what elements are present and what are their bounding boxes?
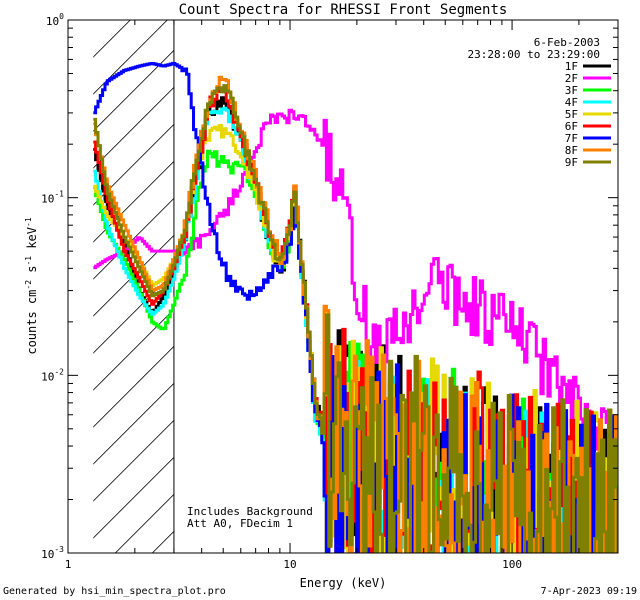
plot-frame (67, 19, 619, 554)
x-tick-label: 10 (283, 558, 296, 571)
legend-label-1F: 1F (565, 60, 578, 73)
series-9F-line (93, 84, 618, 553)
series-2F-line (93, 108, 618, 473)
series-7F-line (93, 61, 617, 553)
annotation-background: Includes Background (187, 505, 313, 518)
x-tick-label: 1 (65, 558, 72, 571)
legend-label-2F: 2F (565, 72, 578, 85)
chart-title: Count Spectra for RHESSI Front Segments (179, 2, 508, 18)
y-tick-label: 10-1 (41, 190, 64, 206)
x-axis: 1 10 100 (65, 20, 619, 571)
legend-label-4F: 4F (565, 96, 578, 109)
hatch-stroke (93, 197, 174, 280)
annotation-attenuator: Att A0, FDecim 1 (187, 517, 293, 530)
y-axis-label: counts cm-2 s-1 keV-1 (24, 217, 39, 354)
generated-timestamp: 7-Apr-2023 09:19 (541, 586, 637, 597)
legend-label-8F: 8F (565, 144, 578, 157)
y-axis: 100 10-1 10-2 10-3 (41, 12, 618, 561)
observation-time-range: 23:28:00 to 23:29:00 (468, 48, 600, 61)
hatch-stroke (93, 20, 131, 58)
y-tick-label: 10-3 (41, 545, 64, 561)
legend-label-5F: 5F (565, 108, 578, 121)
x-axis-label: Energy (keV) (300, 576, 387, 590)
legend-label-6F: 6F (565, 120, 578, 133)
hatch-stroke (93, 234, 174, 317)
y-tick-label: 10-2 (41, 367, 64, 383)
series-3F-line (93, 149, 618, 553)
legend-label-7F: 7F (565, 132, 578, 145)
hatch-stroke (93, 20, 94, 21)
x-tick-label: 100 (502, 558, 522, 571)
observation-date: 6-Feb-2003 (534, 36, 600, 49)
legend-label-3F: 3F (565, 84, 578, 97)
series-layer (93, 61, 618, 553)
hatch-stroke (93, 49, 174, 132)
generated-by-note: Generated by hsi_min_spectra_plot.pro (3, 586, 226, 597)
legend-label-9F: 9F (565, 156, 578, 169)
y-tick-label: 100 (46, 12, 64, 28)
hatch-stroke (93, 419, 174, 502)
hatch-stroke (93, 456, 174, 539)
hatch-stroke (93, 86, 174, 169)
